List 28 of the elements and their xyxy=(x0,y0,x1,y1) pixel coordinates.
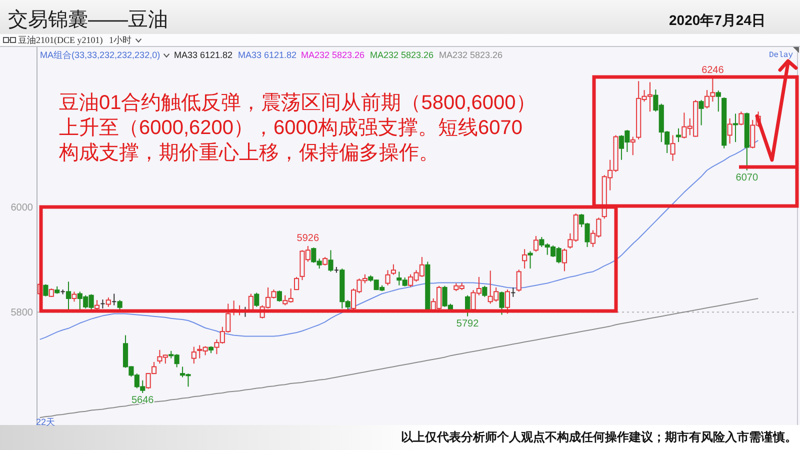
candlestick xyxy=(66,281,72,311)
text: Delay xyxy=(769,50,794,61)
y-tick-label: 5800 xyxy=(10,308,34,319)
annotation: MA组合(33,33,232,232,232,0) xyxy=(40,49,160,61)
text: 以上仅代表分析师个人观点不构成任何操作建议；期市有风险入市需谨慎。 xyxy=(401,429,797,445)
text: 1小时 xyxy=(109,34,132,46)
text: 豆油2101(DCE y2101) xyxy=(18,34,103,46)
annotation: 5926 xyxy=(296,232,320,244)
annotation: MA33 6121.82 xyxy=(238,49,297,61)
line-series xyxy=(39,298,759,418)
candlestick xyxy=(425,261,430,311)
annotation: MA232 5823.26 xyxy=(301,49,365,61)
annotation: 5792 xyxy=(456,318,480,330)
annotation: MA232 5823.26 xyxy=(370,49,434,61)
chart-title: 交易锦囊——豆油 xyxy=(8,8,168,33)
annotation: 6070 xyxy=(736,172,758,184)
annotation: 豆油01合约触低反弹，震荡区间从前期（5800,6000）上升至（6000,6200），6000构成强支撑。短线6070构成支撑，期价重心上移，保持偏多操作。 xyxy=(59,91,536,166)
candlestick xyxy=(670,134,676,162)
candlestick xyxy=(528,250,533,270)
annotation: 22天 xyxy=(36,416,56,428)
annotation: MA33 6121.82 xyxy=(174,49,233,61)
candlestick xyxy=(732,113,738,143)
annotation: MA232 5823.26 xyxy=(439,49,503,61)
candlestick xyxy=(522,248,528,270)
annotation: 6246 xyxy=(702,64,724,76)
annotation: 5646 xyxy=(131,394,154,406)
y-tick-label: 6000 xyxy=(10,202,34,214)
chart-subtitle: 2020年7月24日 xyxy=(669,11,766,29)
